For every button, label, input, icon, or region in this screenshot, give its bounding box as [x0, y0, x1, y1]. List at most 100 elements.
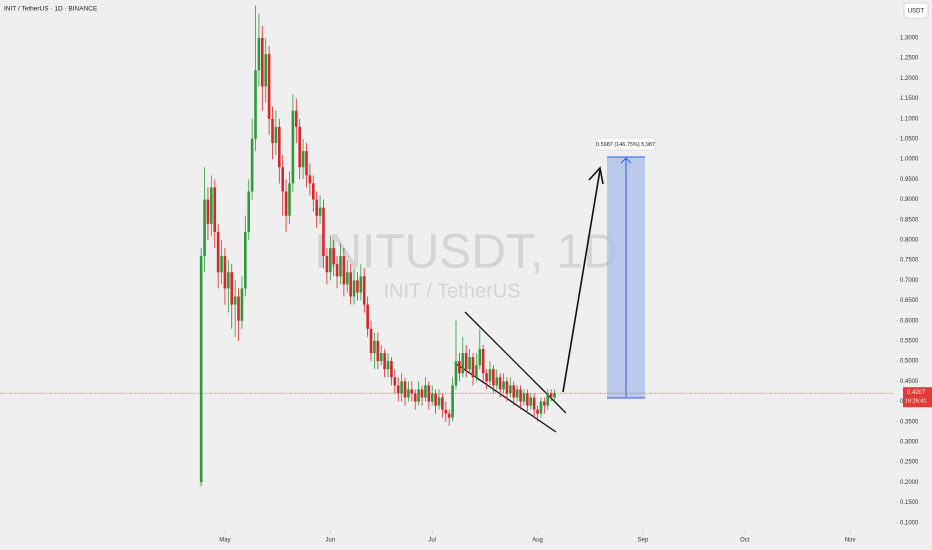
watermark: INITUSDT, 1D	[314, 226, 618, 279]
candle-body	[278, 126, 281, 168]
candle-body	[288, 183, 291, 216]
candle-body	[437, 397, 441, 406]
candle-body	[492, 369, 495, 386]
candle-body	[512, 385, 516, 398]
candle-body	[318, 207, 322, 216]
candle-body	[413, 393, 417, 402]
candle-body	[488, 369, 492, 382]
candle-body	[301, 151, 305, 168]
candle-body	[383, 353, 386, 370]
candle-body	[328, 248, 332, 273]
last-price-label: 0.4207	[907, 390, 926, 396]
candle-body	[519, 389, 522, 402]
candle-body	[495, 377, 499, 386]
candle-body	[515, 389, 519, 398]
candle-body	[393, 377, 397, 386]
breakout-arrowhead	[588, 166, 604, 185]
candle-body	[485, 373, 488, 382]
candle-body	[227, 272, 230, 289]
candle-body	[468, 357, 471, 370]
candle-body	[264, 54, 268, 87]
currency[interactable]: USDT	[908, 9, 925, 15]
candle-body	[342, 256, 346, 285]
target-arrowhead	[620, 157, 632, 164]
candle-body	[362, 276, 366, 305]
candle-body	[267, 54, 271, 119]
breakout-arrow[interactable]	[562, 169, 601, 393]
currency-box[interactable]	[903, 2, 929, 19]
candle-body	[390, 361, 393, 378]
candle-body	[427, 385, 431, 402]
wedge-upper[interactable]	[464, 311, 567, 414]
candle-body	[549, 393, 553, 398]
candle-body	[274, 126, 278, 144]
candle-body	[539, 401, 543, 414]
x-tick-label: Oct	[740, 538, 750, 544]
y-tick-label: 0.4500	[900, 379, 919, 385]
candle-body	[203, 199, 206, 257]
y-tick-label: 1.2000	[900, 76, 919, 82]
candle-body	[366, 304, 369, 329]
y-tick-label: 0.6000	[900, 318, 919, 324]
candle-body	[223, 256, 227, 289]
candle-body	[522, 393, 526, 402]
candle-body	[294, 110, 298, 127]
candle-body	[240, 288, 244, 321]
x-tick-label: Nov	[845, 538, 856, 544]
candle-body	[352, 280, 356, 297]
y-tick-label: 0.8000	[900, 238, 919, 244]
candle-body	[373, 340, 376, 354]
y-tick-label: 0.7000	[900, 278, 919, 284]
candle-body	[553, 393, 556, 398]
candle-body	[532, 397, 536, 410]
candle-body	[543, 401, 546, 406]
candle-body	[322, 207, 325, 257]
candle-body	[271, 118, 274, 144]
candle-body	[430, 393, 434, 402]
y-tick-label: 1.0500	[900, 137, 919, 143]
candle-body	[356, 280, 359, 293]
y-tick-label: 0.1000	[900, 520, 919, 526]
last-price-box	[903, 387, 932, 408]
target-label: 0.5987 (146.75%) 5,987	[596, 142, 655, 148]
candle-body	[471, 357, 475, 378]
candle-body	[213, 187, 217, 232]
candle-body	[434, 393, 437, 406]
y-tick-label: 0.9500	[900, 177, 919, 183]
candle-body	[444, 409, 448, 414]
y-tick-label: 1.2500	[900, 56, 919, 62]
candle-body	[478, 349, 482, 366]
candle-body	[298, 126, 301, 168]
candle-body	[335, 264, 339, 277]
candle-body	[305, 151, 308, 176]
candle-body	[498, 377, 502, 390]
candle-body	[420, 389, 424, 398]
y-tick-label: 1.1000	[900, 116, 919, 122]
candle-body	[464, 353, 468, 370]
candle-body	[475, 365, 478, 378]
candle-body	[481, 349, 485, 374]
candle-body	[369, 328, 373, 354]
candle-body	[509, 385, 512, 394]
candle-body	[505, 381, 509, 394]
candle-body	[546, 393, 550, 406]
candle-body	[257, 37, 261, 71]
x-tick-label: Jun	[325, 538, 335, 544]
candle-body	[220, 256, 223, 273]
candle-body	[199, 256, 203, 483]
candle-body	[359, 276, 363, 293]
candle-body	[254, 70, 257, 139]
candle-body	[237, 296, 240, 321]
chart-title[interactable]: INIT / TetherUS · 1D · BINANCE	[4, 6, 98, 13]
candle-body	[345, 272, 349, 285]
candle-body	[206, 199, 210, 224]
candle-body	[315, 199, 318, 216]
y-tick-label: 0.2500	[900, 460, 919, 466]
candle-body	[332, 248, 335, 265]
candle-body	[349, 272, 352, 297]
y-tick-label: 0.9000	[900, 197, 919, 203]
candle-body	[502, 381, 505, 390]
candle-body	[230, 272, 234, 305]
